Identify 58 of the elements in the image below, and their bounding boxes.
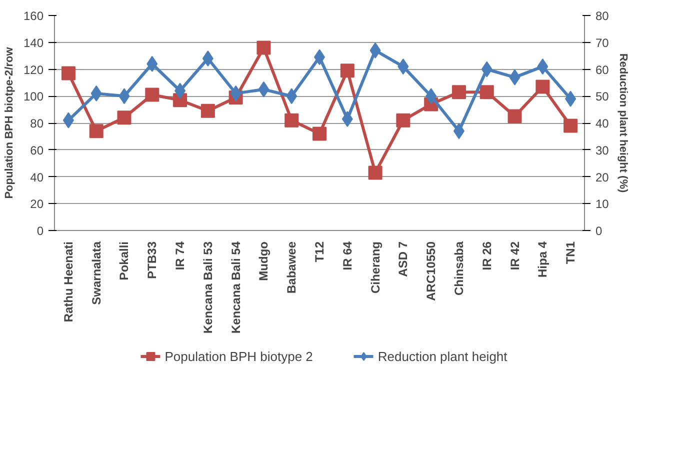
point (564, 118, 578, 133)
y-tick-label: 0 (36, 224, 44, 238)
x-tick-label: IR 74 (173, 241, 188, 270)
point (284, 113, 299, 128)
point (145, 88, 160, 102)
x-tick-label: Mudgo (256, 241, 271, 281)
y2-tick-label: 80 (596, 9, 610, 23)
x-tick-label: Kencana Bali 53 (200, 241, 215, 334)
point (256, 40, 271, 55)
point (536, 80, 550, 94)
x-tick-label: Chinsaba (452, 241, 466, 296)
y2-tick-label: 10 (596, 197, 610, 212)
point (340, 64, 354, 78)
x-tick-label: IR 42 (508, 241, 522, 270)
y2-tick-label: 70 (596, 36, 610, 50)
x-tick-label: PTB33 (145, 241, 160, 279)
y2-tick-label: 20 (596, 170, 610, 184)
y-tick-label: 60 (30, 143, 44, 158)
x-tick-label: IR 64 (340, 241, 354, 270)
x-tick-label: IR 26 (480, 241, 494, 270)
x-tick-label: Hipa 4 (536, 241, 550, 278)
y2-tick-label: 30 (596, 143, 610, 158)
y-tick-label: 40 (30, 170, 44, 184)
y2-tick-label: 60 (596, 62, 610, 77)
y-tick-label: 100 (23, 90, 44, 104)
x-tick-label: Pokalli (117, 241, 132, 280)
point (61, 66, 76, 80)
y-tick-label: 160 (23, 9, 44, 23)
x-tick-label: Ciherang (368, 241, 382, 294)
point (480, 85, 494, 100)
x-tick-label: ASD 7 (396, 241, 410, 277)
x-tick-label: Kencana Bali 54 (228, 241, 243, 334)
y-axis-title: Population BPH biotpe-2/row (3, 46, 16, 199)
y2-axis-title: Reduction plant height (%) (616, 53, 629, 193)
y2-tick-label: 0 (596, 224, 602, 238)
point (508, 109, 522, 124)
legend-label: Reduction plant height (378, 348, 508, 364)
point (202, 50, 214, 66)
point (312, 126, 326, 141)
x-tick-label: Rathu Heenati (61, 241, 76, 322)
x-tick-label: T12 (312, 241, 326, 262)
point (396, 113, 410, 128)
y-tick-label: 140 (23, 36, 44, 50)
point (452, 85, 466, 100)
x-tick-label: TN1 (564, 241, 578, 264)
y-tick-label: 80 (30, 116, 44, 130)
x-tick-label: ARC10550 (424, 241, 438, 301)
legend-label: Population BPH biotype 2 (164, 348, 313, 364)
y-tick-label: 120 (23, 62, 44, 77)
y2-tick-label: 40 (596, 116, 610, 130)
y2-tick-label: 50 (596, 90, 610, 104)
x-tick-label: Swarnalata (89, 241, 104, 305)
x-tick-label: Babawee (284, 241, 299, 294)
point (200, 104, 215, 118)
point (368, 166, 382, 180)
point (117, 110, 132, 125)
point (89, 124, 104, 138)
y-tick-label: 20 (30, 197, 44, 212)
